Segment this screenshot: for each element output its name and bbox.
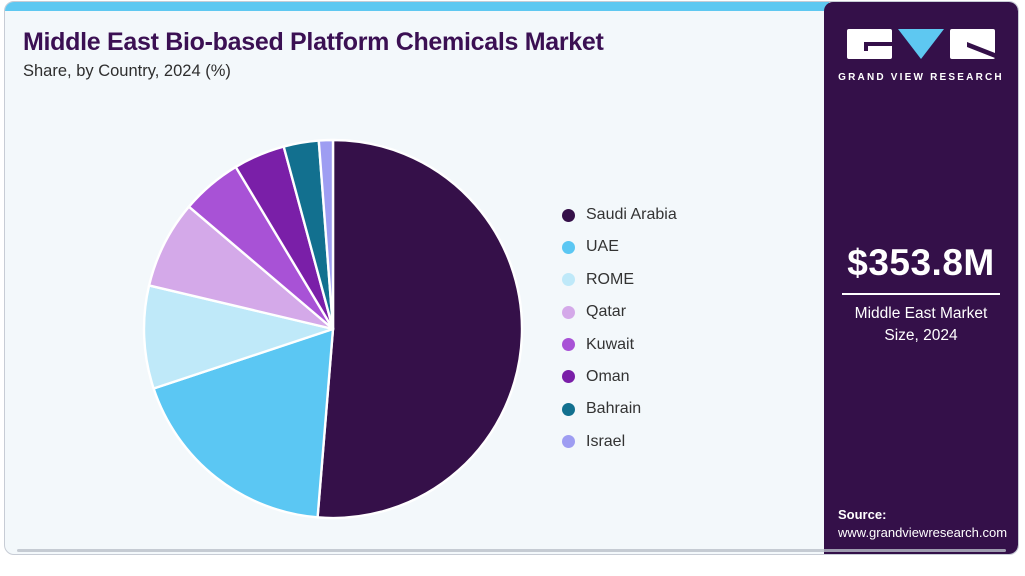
legend-label: Oman: [586, 367, 630, 385]
gvr-logo: GRAND VIEW RESEARCH: [824, 29, 1018, 83]
pie-slice-israel[interactable]: [317, 138, 335, 331]
source-label: Source:: [838, 507, 887, 522]
logo-text: GRAND VIEW RESEARCH: [838, 72, 1004, 83]
market-size-label: Middle East Market Size, 2024: [854, 305, 988, 345]
page-subtitle: Share, by Country, 2024 (%): [23, 62, 231, 80]
legend-item-saudi-arabia[interactable]: Saudi Arabia: [562, 205, 677, 225]
legend-label: Qatar: [586, 303, 627, 321]
legend-item-qatar[interactable]: Qatar: [562, 302, 677, 322]
market-size-value: $353.8M: [847, 242, 995, 283]
legend-item-israel[interactable]: Israel: [562, 432, 677, 452]
card-shadow-line: [17, 549, 1006, 552]
pie-slice-rome[interactable]: [142, 284, 335, 390]
legend-swatch: [562, 370, 575, 384]
pie-slice-uae[interactable]: [152, 327, 335, 519]
source-url[interactable]: www.grandviewresearch.com: [838, 525, 1008, 540]
legend-swatch: [562, 240, 575, 254]
pie-slice-saudi-arabia[interactable]: [316, 138, 524, 520]
divider: [842, 293, 1000, 295]
legend-swatch: [562, 273, 575, 287]
legend-label: Bahrain: [586, 400, 642, 418]
sidebar: GRAND VIEW RESEARCH $353.8M Middle East …: [824, 2, 1018, 554]
legend-item-bahrain[interactable]: Bahrain: [562, 399, 677, 419]
legend-label: Israel: [586, 432, 626, 450]
legend-item-kuwait[interactable]: Kuwait: [562, 335, 677, 355]
top-accent-bar: [5, 2, 829, 11]
legend-swatch: [562, 338, 575, 352]
legend: Saudi Arabia UAE ROME Qatar Kuwait Oman Bahrai…: [562, 205, 677, 452]
legend-item-rome[interactable]: ROME: [562, 270, 677, 290]
legend-swatch: [562, 305, 575, 319]
legend-label: ROME: [586, 270, 634, 288]
legend-swatch: [562, 402, 575, 416]
gvr-logo-mark: [847, 29, 995, 59]
legend-swatch: [562, 208, 575, 222]
legend-label: UAE: [586, 238, 619, 256]
legend-item-oman[interactable]: Oman: [562, 367, 677, 387]
market-size-block: $353.8M Middle East Market Size, 2024: [824, 242, 1018, 348]
legend-label: Saudi Arabia: [586, 206, 677, 223]
source-block: Source: www.grandviewresearch.com: [838, 507, 1007, 540]
chart-panel: Middle East Bio-based Platform Chemicals…: [5, 2, 829, 554]
pie-chart[interactable]: [142, 138, 524, 520]
legend-label: Kuwait: [586, 335, 635, 353]
legend-item-uae[interactable]: UAE: [562, 237, 677, 257]
page-title: Middle East Bio-based Platform Chemicals…: [23, 28, 604, 56]
report-card: Middle East Bio-based Platform Chemicals…: [4, 1, 1019, 555]
legend-swatch: [562, 435, 575, 449]
